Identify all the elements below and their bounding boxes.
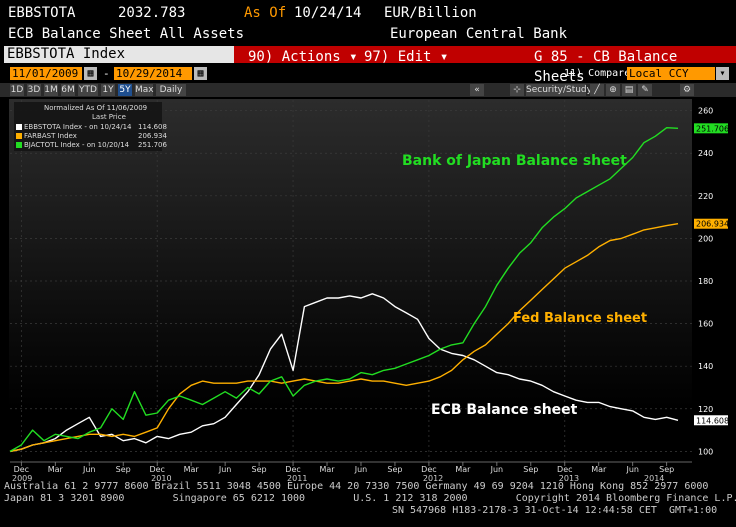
- last-value-flag-label: 114.608: [696, 416, 729, 425]
- y-tick-label: 200: [698, 234, 713, 243]
- legend-item-fed: FARBAST Index: [16, 132, 77, 140]
- last-value-flag-label: 206.934: [696, 220, 729, 229]
- last-price: 2032.783: [118, 5, 186, 21]
- x-tick-label: Sep: [252, 465, 267, 474]
- x-year-label: 2010: [151, 474, 171, 483]
- x-tick-label: Mar: [184, 465, 200, 474]
- annotation-ecb: ECB Balance sheet: [431, 402, 578, 418]
- as-of-date: 10/24/14: [294, 5, 362, 21]
- y-tick-label: 100: [698, 447, 713, 456]
- x-tick-label: Jun: [218, 465, 232, 474]
- actions-menu[interactable]: 90) Actions ▾: [248, 49, 358, 65]
- series-line-0: [9, 293, 679, 453]
- last-value-flag-label: 251.706: [696, 124, 729, 133]
- x-tick-label: Mar: [591, 465, 607, 474]
- x-tick-label: Sep: [387, 465, 402, 474]
- x-tick-label: Sep: [659, 465, 674, 474]
- tab-1d[interactable]: 1D: [10, 84, 24, 96]
- date-range-dash: -: [103, 67, 110, 80]
- security-study-button[interactable]: Security/Study: [526, 84, 592, 96]
- settings-gear-icon[interactable]: ⚙: [680, 84, 694, 96]
- x-tick-label: Jun: [82, 465, 96, 474]
- edit-menu[interactable]: 97) Edit ▾: [364, 49, 449, 65]
- x-tick-label: Dec: [557, 465, 572, 474]
- tab-3d[interactable]: 3D: [27, 84, 41, 96]
- y-tick-label: 240: [698, 149, 713, 158]
- annotation-boj: Bank of Japan Balance sheet: [402, 153, 627, 169]
- security-field[interactable]: EBBSTOTA Index: [4, 46, 244, 63]
- x-year-label: 2012: [423, 474, 443, 483]
- last-value-flag: [694, 123, 728, 134]
- x-year-label: 2014: [644, 474, 664, 483]
- tab-1m[interactable]: 1M: [44, 84, 58, 96]
- unit-label: EUR/Billion: [384, 5, 477, 21]
- x-tick-label: Dec: [421, 465, 436, 474]
- legend-item-ecb: EBBSTOTA Index - on 10/24/14: [16, 123, 132, 131]
- y-tick-label: 160: [698, 320, 713, 329]
- chart-background: [9, 99, 692, 462]
- x-year-label: 2009: [12, 474, 32, 483]
- legend-value-boj: 251.706: [138, 141, 167, 149]
- zoom-icon[interactable]: ⊕: [606, 84, 620, 96]
- annotation-fed: Fed Balance sheet: [513, 311, 648, 326]
- x-tick-label: Jun: [490, 465, 504, 474]
- y-tick-label: 120: [698, 405, 713, 414]
- tab-max[interactable]: Max: [135, 84, 154, 96]
- chart-type-icon[interactable]: ▤: [622, 84, 636, 96]
- tab-1y[interactable]: 1Y: [101, 84, 115, 96]
- tab-ytd[interactable]: YTD: [78, 84, 98, 96]
- start-calendar-icon[interactable]: ▦: [84, 67, 97, 80]
- footer-phones-1: Australia 61 2 9777 8600 Brazil 5511 304…: [4, 481, 709, 492]
- footer-phones-2: Japan 81 3 3201 8900 Singapore 65 6212 1…: [4, 493, 736, 504]
- legend-item-boj: BJACTOTL Index - on 10/20/14: [16, 141, 129, 149]
- chevron-down-icon[interactable]: ▾: [716, 67, 729, 80]
- as-of-label: As Of: [244, 5, 287, 21]
- series-line-2: [9, 126, 679, 453]
- issuer-name: European Central Bank: [390, 26, 568, 42]
- last-value-flag: [694, 218, 728, 229]
- page-title: G 85 - CB Balance Sheets: [534, 49, 678, 85]
- annotation-icon[interactable]: ✎: [638, 84, 652, 96]
- x-year-label: 2011: [287, 474, 307, 483]
- compare-select[interactable]: Local CCY: [627, 67, 715, 80]
- y-tick-label: 220: [698, 192, 713, 201]
- x-tick-label: Sep: [116, 465, 131, 474]
- x-tick-label: Jun: [625, 465, 639, 474]
- x-tick-label: Mar: [48, 465, 64, 474]
- footer-session-info: SN 547968 H183-2178-3 31-Oct-14 12:44:58…: [392, 505, 718, 516]
- x-tick-label: Mar: [319, 465, 335, 474]
- crosshair-icon[interactable]: ⊹: [510, 84, 524, 96]
- tab-5y[interactable]: 5Y: [118, 84, 132, 96]
- chart-legend: Normalized As Of 11/06/2009 Last Price E…: [14, 102, 167, 151]
- y-tick-label: 260: [698, 107, 713, 116]
- y-tick-label: 140: [698, 362, 713, 371]
- end-calendar-icon[interactable]: ▦: [194, 67, 207, 80]
- x-year-label: 2013: [559, 474, 579, 483]
- start-date-field[interactable]: 11/01/2009: [10, 67, 82, 80]
- compare-label: 11) Compare: [564, 68, 631, 79]
- x-tick-label: Mar: [455, 465, 471, 474]
- collapse-icon[interactable]: «: [470, 84, 484, 96]
- y-tick-label: 180: [698, 277, 713, 286]
- x-tick-label: Dec: [285, 465, 300, 474]
- x-tick-label: Dec: [149, 465, 164, 474]
- end-date-field[interactable]: 10/29/2014: [114, 67, 192, 80]
- tab-6m[interactable]: 6M: [61, 84, 75, 96]
- legend-value-ecb: 114.608: [138, 123, 167, 131]
- ticker: EBBSTOTA: [8, 5, 76, 21]
- legend-last-price-header: Last Price: [92, 113, 126, 121]
- command-bar: [234, 46, 736, 63]
- x-tick-label: Dec: [14, 465, 29, 474]
- line-tool-icon[interactable]: ╱: [590, 84, 604, 96]
- series-line-1: [9, 223, 679, 453]
- x-tick-label: Sep: [523, 465, 538, 474]
- security-description: ECB Balance Sheet All Assets: [8, 26, 245, 42]
- legend-normalized-note: Normalized As Of 11/06/2009: [44, 104, 148, 112]
- legend-value-fed: 206.934: [138, 132, 167, 140]
- x-tick-label: Jun: [354, 465, 368, 474]
- last-value-flag: [694, 415, 728, 426]
